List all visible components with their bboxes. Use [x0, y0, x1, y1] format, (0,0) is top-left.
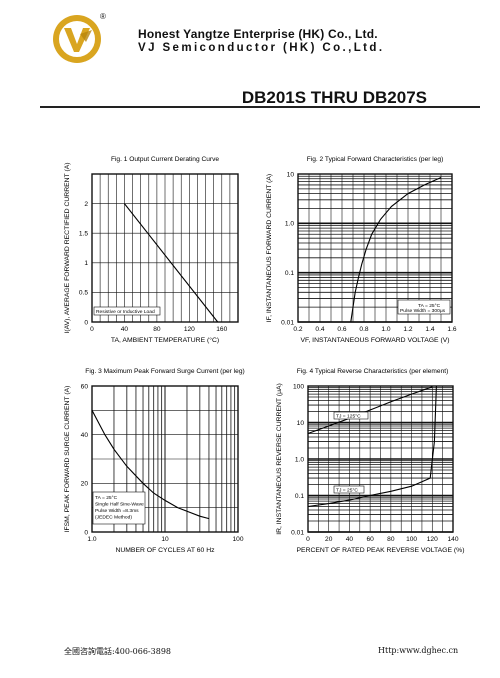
y-tick-label: 0.01: [281, 319, 294, 326]
x-tick-label: 1.4: [425, 326, 434, 333]
title-rule: [40, 106, 480, 108]
registered-mark: ®: [100, 12, 106, 21]
annotation: Pulse Width =8.3ms: [95, 508, 139, 514]
x-tick-label: 0.6: [337, 326, 346, 333]
series-line: [350, 176, 442, 323]
x-tick-label: 40: [121, 326, 129, 333]
x-tick-label: 120: [427, 536, 438, 543]
document-title: DB201S THRU DB207S: [241, 88, 427, 107]
chart-title: Fig. 2 Typical Forward Characteristics (…: [307, 156, 444, 163]
x-tick-label: 0.8: [359, 326, 368, 333]
company-logo: [52, 14, 102, 64]
annotation-box: [333, 411, 369, 420]
y-tick-label: 0.5: [79, 290, 88, 297]
y-tick-label: 10: [297, 420, 305, 427]
y-tick-label: 0: [84, 529, 88, 536]
chart-title: Fig. 4 Typical Reverse Characteristics (…: [297, 368, 449, 375]
chart-fig2: 0.2 0.4 0.6 0.8 1.0 1.2 1.4 1.6 0.01 0.1 1.0 10 Fig.…: [266, 156, 457, 344]
x-tick-label: 100: [406, 536, 417, 543]
y-tick-label: 0: [84, 319, 88, 326]
x-tick-label: 40: [346, 536, 354, 543]
x-tick-label: 0: [306, 536, 310, 543]
series-line: [307, 385, 437, 508]
x-tick-label: 100: [232, 536, 243, 543]
plot-frame: [91, 173, 239, 323]
chart-title: Fig. 3 Maximum Peak Forward Surge Curren…: [85, 368, 244, 375]
y-axis-label: IF, INSTANTANEOUS FORWARD CURRENT (A): [266, 174, 273, 322]
x-tick-label: 1.0: [381, 326, 390, 333]
y-tick-label: 60: [81, 383, 89, 390]
plot-frame: [297, 173, 453, 323]
series-line: [123, 203, 219, 323]
annotation: TA = 25°C: [95, 495, 118, 501]
chart-fig3: 1.0 10 100 0 20 40 60 Fig. 3 Maximum Peak Forwa…: [64, 368, 245, 554]
chart-fig1: 0 40 80 120 160 0 0.5 1 1.5 2 Fig. 1 Output Curren…: [64, 156, 239, 344]
x-axis-label: VF, INSTANTANEOUS FORWARD VOLTAGE (V): [300, 337, 449, 344]
y-tick-label: 20: [81, 481, 89, 488]
x-tick-label: 0.2: [293, 326, 302, 333]
company-name: Honest Yangtze Enterprise (HK) Co., Ltd.: [138, 27, 378, 41]
y-axis-label: IFSM, PEAK FORWARD SURGE CURRENT (A): [64, 386, 71, 533]
x-tick-label: 1.2: [403, 326, 412, 333]
annotation: TA = 25°C: [418, 303, 441, 309]
annotation: Single Half Sine-Wave: [95, 502, 144, 508]
plot-frame: [91, 385, 239, 533]
series-label: TJ = 125°C: [336, 414, 361, 420]
x-tick-label: 120: [184, 326, 195, 333]
series-label: TJ = 25°C: [336, 488, 358, 494]
x-tick-label: 140: [447, 536, 458, 543]
y-tick-label: 0.1: [295, 493, 304, 500]
x-tick-label: 60: [366, 536, 374, 543]
x-tick-label: 80: [153, 326, 161, 333]
x-tick-label: 1.6: [447, 326, 456, 333]
footer-phone: 全國咨詢電話:400-066-3898: [64, 647, 171, 656]
x-axis-label: TA, AMBIENT TEMPERATURE (°C): [111, 336, 219, 344]
plot-frame: [307, 385, 454, 533]
y-tick-label: 40: [81, 432, 89, 439]
annotation: (JEDEC Method): [95, 515, 132, 521]
x-tick-label: 0.4: [315, 326, 324, 333]
chart-fig4: 0 20 40 60 80 100 120 140 0.01 0.1 1.0 10 100 Fig. 4 …: [276, 368, 464, 554]
x-axis-label: PERCENT OF RATED PEAK REVERSE VOLTAGE (%…: [297, 547, 465, 554]
chart-title: Fig. 1 Output Current Derating Curve: [111, 156, 219, 163]
annotation-box: [333, 485, 365, 494]
annotation-box: [397, 299, 451, 315]
y-tick-label: 100: [293, 383, 304, 390]
y-tick-label: 1: [84, 260, 88, 267]
annotation-box: [92, 491, 146, 525]
y-tick-label: 0.01: [291, 529, 304, 536]
x-tick-label: 0: [90, 326, 94, 333]
footer-website: Http:www.dghec.cn: [378, 646, 459, 655]
company-name-2: VJ Semiconductor (HK) Co.,Ltd.: [138, 42, 385, 54]
y-tick-label: 1.0: [295, 456, 304, 463]
series-line: [91, 410, 210, 520]
y-tick-label: 0.1: [285, 270, 294, 277]
annotation: Pulse Width = 300μs: [400, 308, 446, 314]
annotation-box: [93, 306, 161, 316]
x-axis-label: NUMBER OF CYCLES AT 60 Hz: [115, 547, 215, 554]
x-tick-label: 160: [216, 326, 227, 333]
y-axis-label: IR, INSTANTANEOUS REVERSE CURRENT (μA): [276, 383, 283, 535]
x-tick-label: 10: [161, 536, 169, 543]
x-tick-label: 20: [325, 536, 333, 543]
y-tick-label: 10: [287, 171, 295, 178]
annotation: Resistive or Inductive Load: [96, 309, 155, 315]
y-tick-label: 1.5: [79, 231, 88, 238]
series-line: [307, 386, 433, 435]
x-tick-label: 80: [387, 536, 395, 543]
y-tick-label: 2: [84, 201, 88, 208]
y-axis-label: I(AV), AVERAGE FORWARD RECTIFIED CURRENT…: [64, 162, 71, 333]
x-tick-label: 1.0: [87, 536, 96, 543]
y-tick-label: 1.0: [285, 221, 294, 228]
